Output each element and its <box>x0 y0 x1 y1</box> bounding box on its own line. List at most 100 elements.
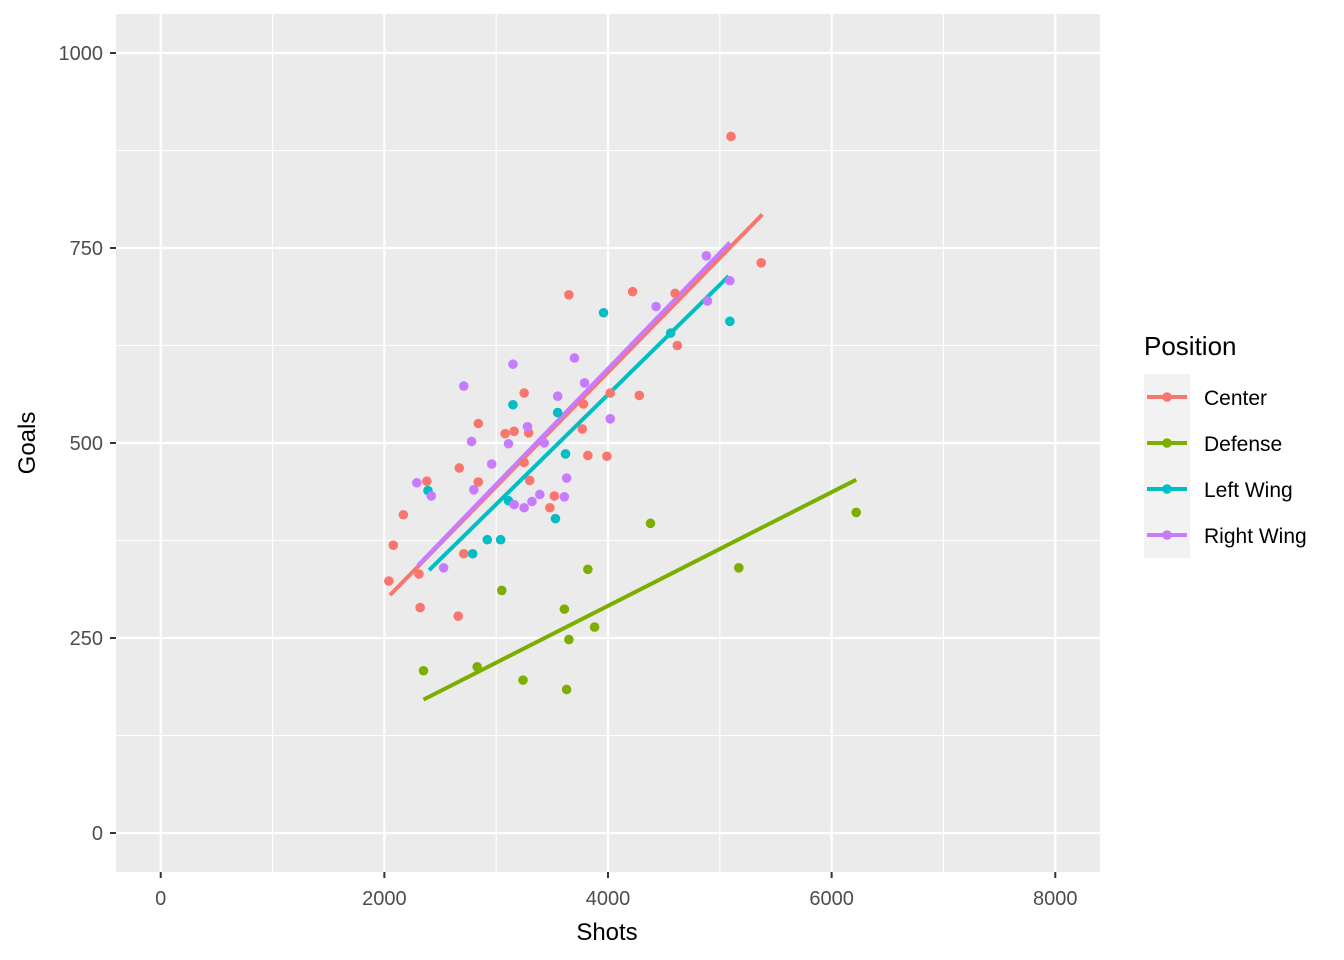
data-point <box>453 611 463 621</box>
y-axis-ticks: 0 250 500 750 1000 <box>59 43 116 845</box>
x-axis-title: Shots <box>576 919 637 946</box>
data-point <box>564 634 574 645</box>
data-point <box>561 684 572 695</box>
data-point <box>549 491 560 501</box>
data-point <box>519 502 529 513</box>
data-point <box>426 491 437 501</box>
data-point <box>486 459 497 469</box>
data-point <box>496 585 507 596</box>
data-point <box>851 507 862 518</box>
data-point <box>473 418 484 429</box>
data-point <box>508 359 518 370</box>
legend-label: Right Wing <box>1204 525 1307 548</box>
data-point <box>559 604 570 614</box>
y-tick-label: 0 <box>92 823 103 845</box>
data-point <box>458 548 469 559</box>
data-point <box>384 576 394 586</box>
data-point <box>670 288 680 299</box>
data-point <box>634 390 645 401</box>
data-points <box>384 131 862 695</box>
data-point <box>569 353 580 363</box>
legend: Position Center Defense Left Wing Right Win… <box>1144 331 1307 558</box>
legend-key-background <box>1144 374 1190 558</box>
legend-label: Center <box>1204 387 1267 410</box>
data-point <box>672 340 683 351</box>
data-point <box>454 463 465 473</box>
fit-line <box>422 477 858 702</box>
x-tick-label: 6000 <box>809 888 854 910</box>
data-point <box>495 534 506 545</box>
data-point <box>534 489 545 500</box>
data-point <box>527 496 537 507</box>
data-point <box>552 407 563 418</box>
data-point <box>545 502 555 513</box>
y-axis-title: Goals <box>14 412 41 475</box>
legend-key-point <box>1162 392 1172 402</box>
data-point <box>524 475 535 486</box>
y-tick-label: 1000 <box>59 43 104 65</box>
data-point <box>725 275 735 286</box>
data-point <box>559 492 570 502</box>
data-point <box>469 485 479 495</box>
data-point <box>550 513 561 524</box>
legend-label: Defense <box>1204 433 1282 456</box>
data-point <box>645 518 656 529</box>
data-point <box>508 399 518 410</box>
data-point <box>467 548 478 559</box>
data-point <box>472 662 482 672</box>
data-point <box>577 424 588 434</box>
data-point <box>734 563 744 573</box>
data-point <box>522 421 533 432</box>
legend-label: Left Wing <box>1204 479 1293 502</box>
legend-items: Center Defense Left Wing Right Wing <box>1147 387 1307 548</box>
y-tick-label: 500 <box>70 433 103 455</box>
data-point <box>482 534 493 545</box>
data-point <box>500 428 510 439</box>
data-point <box>509 426 519 437</box>
data-point <box>665 328 676 338</box>
legend-key-point <box>1162 438 1172 448</box>
x-tick-label: 0 <box>155 888 166 910</box>
data-point <box>414 569 424 579</box>
data-point <box>627 286 638 297</box>
x-tick-label: 2000 <box>362 888 407 910</box>
data-point <box>598 307 609 318</box>
data-point <box>583 564 593 575</box>
data-point <box>583 450 593 461</box>
data-point <box>539 438 550 448</box>
data-point <box>589 622 600 632</box>
data-point <box>398 509 409 520</box>
data-point <box>415 602 425 613</box>
y-tick-label: 750 <box>70 238 103 260</box>
data-point <box>578 399 589 409</box>
data-point <box>466 436 477 447</box>
x-tick-label: 4000 <box>586 888 631 910</box>
y-tick-label: 250 <box>70 628 103 650</box>
x-tick-label: 8000 <box>1033 888 1078 910</box>
data-point <box>701 251 712 261</box>
data-point <box>418 665 429 676</box>
data-point <box>518 675 528 685</box>
grid-major <box>116 14 1100 872</box>
data-point <box>725 316 735 327</box>
data-point <box>519 457 529 468</box>
data-point <box>509 499 519 510</box>
data-point <box>561 473 572 483</box>
x-axis-ticks: 0 2000 4000 6000 8000 <box>155 872 1078 910</box>
data-point <box>579 378 590 388</box>
legend-key-point <box>1162 530 1172 540</box>
data-point <box>564 290 574 300</box>
data-point <box>605 388 616 398</box>
data-point <box>503 438 514 449</box>
data-point <box>602 451 612 462</box>
data-point <box>519 388 529 398</box>
data-point <box>411 477 422 488</box>
legend-title: Position <box>1144 331 1237 361</box>
data-point <box>422 476 432 487</box>
legend-key-point <box>1162 484 1172 494</box>
data-point <box>726 131 736 142</box>
fit-line <box>427 274 731 572</box>
data-point <box>605 414 616 424</box>
data-point <box>388 540 399 550</box>
